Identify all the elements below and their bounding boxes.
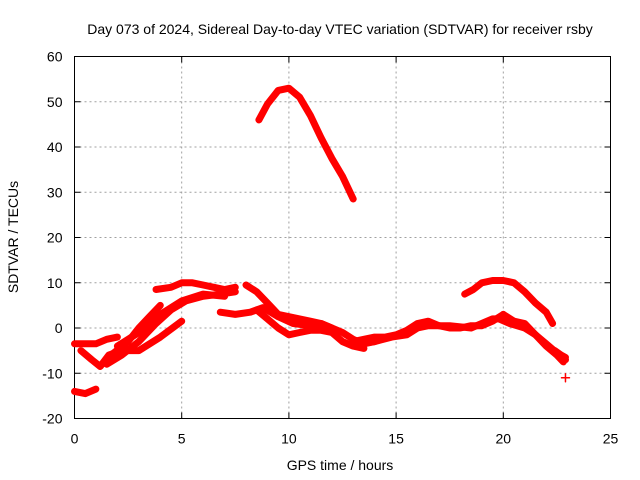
x-tick-label: 5 [178,431,186,447]
y-tick-label: 20 [47,230,63,246]
y-tick-label: 30 [47,184,63,200]
series-arc-afternoon-2 [354,315,518,348]
y-tick-label: 60 [47,49,63,65]
series-arc-high [255,84,357,203]
y-tick-label: 50 [47,94,63,110]
y-tick-label: 0 [55,320,63,336]
series-arc-early-low [71,385,100,398]
series-arc-early [71,333,121,348]
axis-ticks [74,56,611,419]
y-tick-label: 10 [47,275,63,291]
series-arc-midday-c [253,306,368,352]
x-tick-labels: 0 5 10 15 20 25 [71,431,619,447]
series-arc-evening [461,277,557,327]
x-tick-label: 15 [388,431,404,447]
series-arc-midday-b [242,281,336,332]
series-arc-morning-5 [77,317,186,370]
x-axis-label: GPS time / hours [287,457,394,473]
x-tick-label: 10 [281,431,297,447]
series-arc-morning-4 [113,290,229,350]
series-arc-late-3 [551,347,569,361]
y-tick-labels: -20 -10 0 10 20 30 40 50 60 [42,49,62,427]
y-tick-label: -10 [42,365,62,381]
x-tick-label: 20 [496,431,512,447]
chart-title: Day 073 of 2024, Sidereal Day-to-day VTE… [87,21,593,37]
grid [74,56,611,419]
x-tick-label: 25 [603,431,619,447]
series-point-end [560,373,571,383]
y-tick-label: 40 [47,139,63,155]
series-arc-morning-1 [152,279,239,293]
y-axis-label: SDTVAR / TECUs [5,181,21,293]
series-layer [71,84,571,398]
series-arc-midday-a [216,304,379,348]
y-tick-label: -20 [42,411,62,427]
x-tick-label: 0 [71,431,79,447]
